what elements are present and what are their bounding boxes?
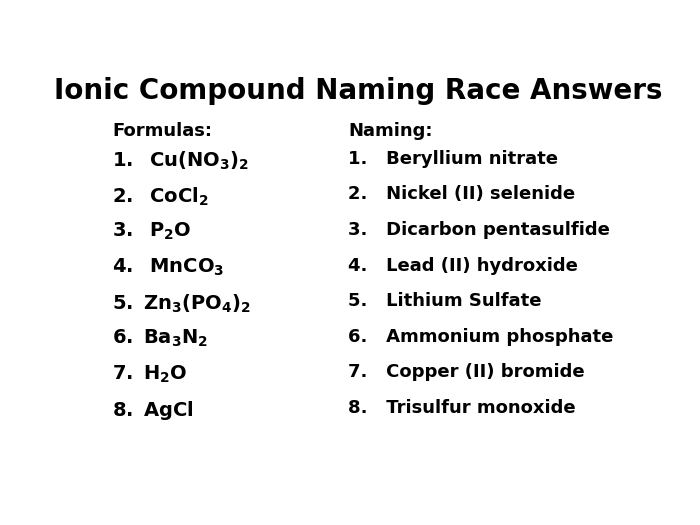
Text: Formulas:: Formulas: <box>112 122 212 140</box>
Text: Naming:: Naming: <box>348 122 433 140</box>
Text: Ionic Compound Naming Race Answers: Ionic Compound Naming Race Answers <box>55 77 663 105</box>
Text: $\mathbf{1.\ \ Cu(NO_3)_2}$: $\mathbf{1.\ \ Cu(NO_3)_2}$ <box>112 150 249 172</box>
Text: 4.   Lead (II) hydroxide: 4. Lead (II) hydroxide <box>348 257 578 275</box>
Text: 2.   Nickel (II) selenide: 2. Nickel (II) selenide <box>348 185 575 204</box>
Text: $\mathbf{5.\ Zn_3(PO_4)_2}$: $\mathbf{5.\ Zn_3(PO_4)_2}$ <box>112 292 251 314</box>
Text: 6.   Ammonium phosphate: 6. Ammonium phosphate <box>348 328 613 346</box>
Text: $\mathbf{7.\ H_2O}$: $\mathbf{7.\ H_2O}$ <box>112 363 187 385</box>
Text: 5.   Lithium Sulfate: 5. Lithium Sulfate <box>348 292 541 310</box>
Text: $\mathbf{8.\ AgCl}$: $\mathbf{8.\ AgCl}$ <box>112 399 193 422</box>
Text: $\mathbf{2.\ \ CoCl_2}$: $\mathbf{2.\ \ CoCl_2}$ <box>112 185 209 208</box>
Text: 8.   Trisulfur monoxide: 8. Trisulfur monoxide <box>348 399 575 417</box>
Text: $\mathbf{4.\ \ MnCO_3}$: $\mathbf{4.\ \ MnCO_3}$ <box>112 257 224 278</box>
Text: 3.   Dicarbon pentasulfide: 3. Dicarbon pentasulfide <box>348 221 610 239</box>
Text: 7.   Copper (II) bromide: 7. Copper (II) bromide <box>348 363 584 381</box>
Text: $\mathbf{6.\ Ba_3N_2}$: $\mathbf{6.\ Ba_3N_2}$ <box>112 328 208 349</box>
Text: 1.   Beryllium nitrate: 1. Beryllium nitrate <box>348 150 558 168</box>
Text: $\mathbf{3.\ \ P_2O}$: $\mathbf{3.\ \ P_2O}$ <box>112 221 192 243</box>
